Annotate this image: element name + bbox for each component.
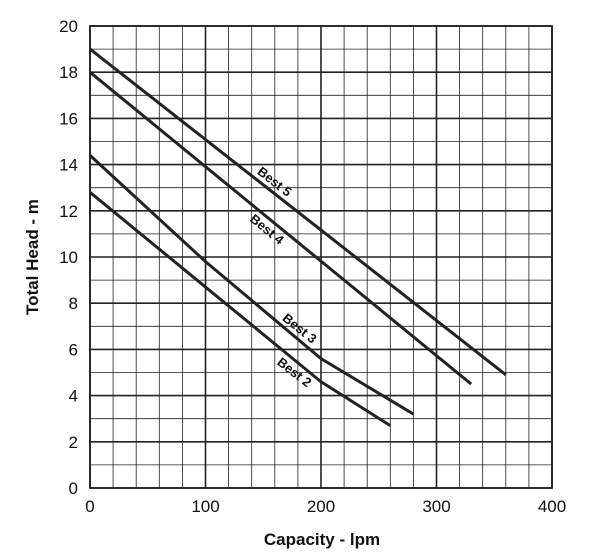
y-tick-label: 2 — [69, 433, 78, 452]
y-axis-ticks: 0 2 4 6 8 10 12 14 16 18 20 — [59, 17, 78, 498]
y-tick-label: 12 — [59, 202, 78, 221]
x-tick-label: 0 — [85, 497, 94, 516]
y-tick-label: 16 — [59, 109, 78, 128]
plot-border — [89, 25, 553, 489]
x-tick-label: 200 — [307, 497, 335, 516]
x-tick-label: 300 — [422, 497, 450, 516]
x-tick-label: 100 — [191, 497, 219, 516]
x-tick-label: 400 — [538, 497, 566, 516]
y-tick-label: 20 — [59, 17, 78, 36]
series-line — [89, 47, 507, 376]
series-line — [89, 71, 473, 386]
grid-major — [89, 25, 553, 489]
y-axis-title: Total Head - m — [23, 199, 42, 315]
y-tick-label: 6 — [69, 340, 78, 359]
series-line — [88, 154, 415, 416]
y-tick-label: 8 — [69, 294, 78, 313]
y-tick-label: 10 — [59, 248, 78, 267]
y-tick-label: 0 — [69, 479, 78, 498]
x-axis-title: Capacity - lpm — [264, 530, 380, 549]
series-line — [89, 191, 392, 427]
y-tick-label: 14 — [59, 156, 78, 175]
y-tick-label: 4 — [69, 387, 78, 406]
x-axis-ticks: 0 100 200 300 400 — [85, 497, 566, 516]
y-tick-label: 18 — [59, 63, 78, 82]
series-curves — [88, 47, 507, 427]
